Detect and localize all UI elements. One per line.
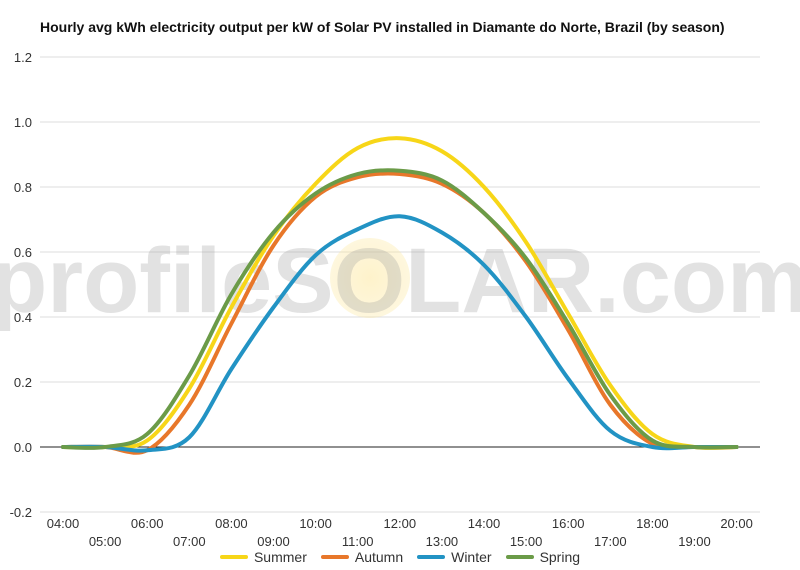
x-tick-label: 10:00 [299,516,332,531]
legend-swatch [505,555,534,559]
legend-item-winter[interactable]: Winter [417,549,492,565]
legend-swatch [320,555,349,559]
x-tick-label: 08:00 [215,516,248,531]
watermark-text: profileSOLAR.com [0,230,800,332]
chart-title: Hourly avg kWh electricity output per kW… [40,19,725,35]
watermark-sun-icon [330,238,410,318]
x-tick-label: 20:00 [720,516,753,531]
x-tick-label: 13:00 [426,534,459,549]
series-lines [61,136,739,455]
x-tick-label: 09:00 [257,534,290,549]
series-line-autumn [61,171,739,455]
legend-label: Summer [253,549,307,565]
x-tick-label: 15:00 [510,534,543,549]
legend-label: Winter [451,549,492,565]
x-tick-label: 16:00 [552,516,585,531]
y-tick-label: 1.0 [14,115,32,130]
y-tick-label: 0.4 [14,310,32,325]
legend-label: Autumn [354,549,404,565]
x-tick-label: 19:00 [678,534,711,549]
legend-swatch [219,555,248,559]
y-tick-label: 0.2 [14,375,32,390]
legend-swatch [417,555,446,559]
legend: Summer Autumn Winter Spring [0,549,800,565]
x-tick-label: 06:00 [131,516,164,531]
x-axis-ticks: 04:00 05:00 06:00 07:00 08:00 09:00 10:00 11:00… [47,516,753,549]
x-tick-label: 07:00 [173,534,206,549]
legend-label: Spring [539,549,581,565]
x-tick-label: 14:00 [468,516,501,531]
series-line-spring [61,168,739,450]
y-tick-label: 0.6 [14,245,32,260]
y-tick-label: 0.8 [14,180,32,195]
x-tick-label: 04:00 [47,516,80,531]
y-axis-ticks: -0.2 0.0 0.2 0.4 0.6 0.8 1.0 1.2 [10,50,32,520]
watermark: profileSOLAR.com [0,230,800,332]
legend-item-summer[interactable]: Summer [219,549,307,565]
x-tick-label: 05:00 [89,534,122,549]
x-tick-label: 18:00 [636,516,669,531]
series-line-summer [61,136,739,450]
series-line-winter [61,214,739,453]
y-tick-label: 1.2 [14,50,32,65]
legend-item-spring[interactable]: Spring [505,549,581,565]
x-tick-label: 17:00 [594,534,627,549]
y-tick-label: -0.2 [10,505,32,520]
legend-item-autumn[interactable]: Autumn [320,549,404,565]
x-tick-label: 11:00 [342,534,374,549]
y-tick-label: 0.0 [14,440,32,455]
x-tick-label: 12:00 [384,516,417,531]
